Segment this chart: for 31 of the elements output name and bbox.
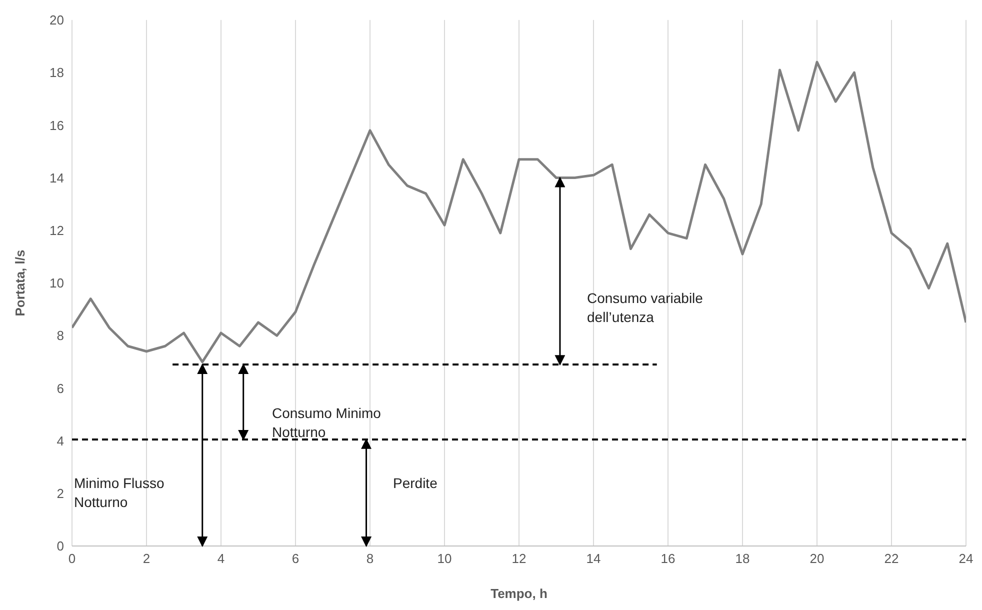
- x-tick-label: 2: [142, 551, 150, 566]
- y-tick-label: 2: [56, 486, 64, 502]
- x-tick-label: 12: [512, 551, 526, 566]
- y-tick-label: 10: [50, 276, 64, 291]
- y-tick-label: 8: [56, 328, 64, 344]
- y-tick-label: 16: [50, 118, 64, 133]
- x-tick-label: 8: [366, 551, 374, 566]
- x-tick-label: 18: [735, 551, 750, 566]
- line-series: [72, 60, 966, 364]
- y-tick-label: 14: [50, 170, 64, 186]
- y-tick-label: 20: [50, 12, 64, 28]
- x-tick-label: 22: [884, 551, 899, 566]
- y-axis-title: Portata, l/s: [12, 250, 28, 316]
- x-tick-label: 20: [810, 551, 824, 566]
- annotation: Perdite: [393, 475, 438, 491]
- x-tick-label: 24: [958, 551, 974, 566]
- annotation: Consumo Minimo Notturno: [272, 405, 382, 440]
- x-tick-label: 0: [68, 551, 76, 566]
- y-tick-label: 12: [50, 223, 64, 238]
- y-tick-label: 0: [56, 538, 64, 554]
- y-tick-label: 18: [50, 65, 64, 80]
- x-tick-label: 14: [586, 551, 601, 566]
- annotation: Minimo Flusso Notturno: [74, 475, 164, 510]
- x-tick-label: 10: [437, 551, 452, 566]
- y-tick-label: 6: [56, 380, 64, 396]
- x-tick-label: 16: [660, 551, 676, 566]
- x-tick-label: 4: [217, 551, 225, 566]
- y-tick-label: 4: [56, 433, 64, 448]
- annotation: Consumo variabile dell’utenza: [587, 290, 704, 325]
- x-tick-label: 6: [292, 551, 300, 566]
- x-axis-title: Tempo, h: [490, 586, 548, 601]
